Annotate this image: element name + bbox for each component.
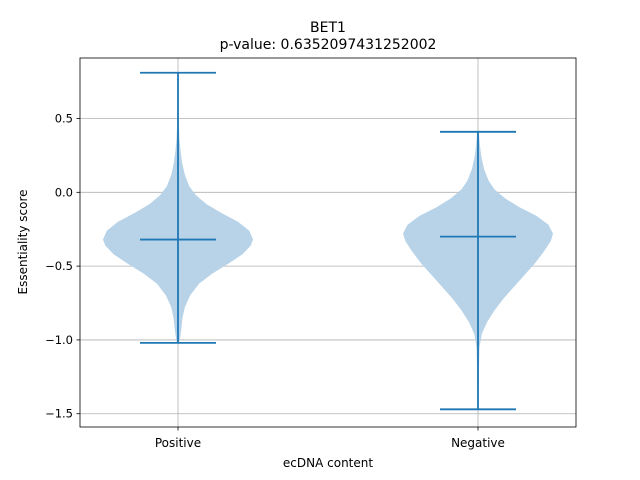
x-axis-label: ecDNA content: [283, 456, 373, 470]
chart-title: BET1: [310, 20, 346, 36]
x-tick-label: Negative: [451, 436, 505, 450]
plot-area-frame: [79, 57, 577, 428]
y-axis-label: Essentiality score: [16, 190, 30, 295]
chart-subtitle: p-value: 0.6352097431252002: [220, 37, 437, 53]
y-tick-label: −1.5: [45, 407, 73, 421]
y-tick-label: −1.0: [45, 333, 73, 347]
violins: [103, 71, 553, 411]
y-tick-label: 0.5: [55, 112, 73, 126]
y-tick-label: 0.0: [55, 185, 73, 199]
x-tick-label: Positive: [155, 436, 201, 450]
axis-ticks: 0.5 0.0 −0.5 −1.0 −1.5 Positive Negative: [45, 112, 505, 450]
y-tick-label: −0.5: [45, 259, 73, 273]
